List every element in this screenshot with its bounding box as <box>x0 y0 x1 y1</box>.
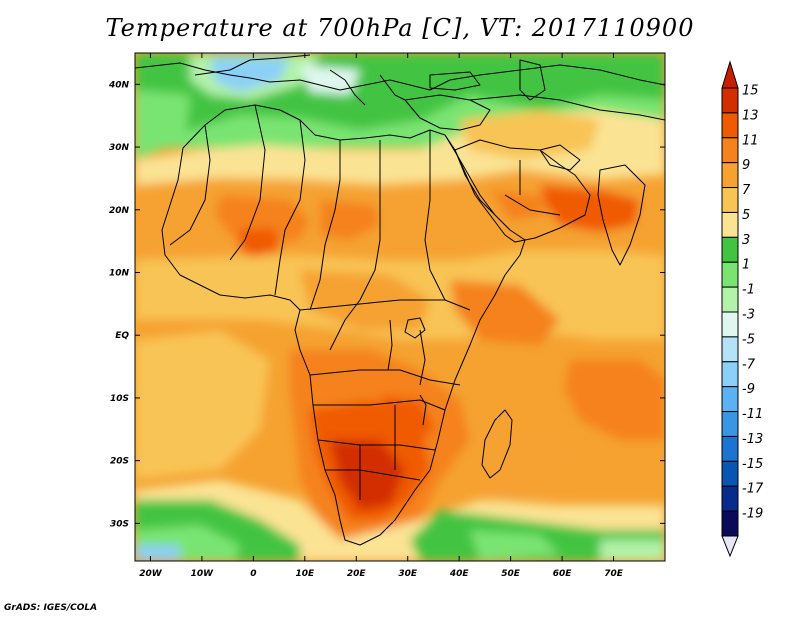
colorbar-label: -15 <box>742 457 763 472</box>
x-tick-label: 70E <box>604 569 624 579</box>
colorbar-label: 7 <box>742 183 751 198</box>
colorbar-swatch <box>721 311 739 338</box>
colorbar-label: 9 <box>742 158 750 173</box>
colorbar-swatch <box>721 485 739 512</box>
colorbar-swatch <box>721 386 739 413</box>
x-tick-label: 30E <box>398 569 418 579</box>
colorbar-swatch <box>721 361 739 388</box>
x-tick-label: 60E <box>553 569 573 579</box>
colorbar-swatch <box>721 435 739 462</box>
colorbar-swatch <box>721 411 739 437</box>
colorbar-label: -13 <box>742 432 763 447</box>
x-tick-label: 20W <box>139 569 163 579</box>
x-tick-label: 50E <box>501 569 521 579</box>
colorbar-bottom-triangle <box>721 535 739 558</box>
colorbar-label: 1 <box>742 258 750 273</box>
colorbar-swatch <box>721 112 739 139</box>
y-tick-label: 20N <box>109 206 130 216</box>
colorbar-label: 11 <box>742 133 759 148</box>
x-tick-label: 0 <box>250 569 256 579</box>
colorbar-swatch <box>721 187 739 213</box>
colorbar-swatch <box>721 87 739 114</box>
temperature-field <box>135 53 665 561</box>
colorbar-label: 3 <box>742 233 750 248</box>
colorbar-label: -5 <box>742 332 755 347</box>
colorbar-top-triangle <box>721 60 739 89</box>
colorbar-label: 13 <box>742 108 759 123</box>
plot-frame <box>134 52 666 562</box>
colorbar-label: -9 <box>742 382 755 397</box>
colorbar-label: -1 <box>742 283 755 298</box>
y-tick-label: 30S <box>110 519 129 529</box>
colorbar-swatch <box>721 510 739 537</box>
colorbar-label: 5 <box>742 208 750 223</box>
colorbar-swatch <box>721 336 739 363</box>
colorbar-label: -11 <box>742 407 763 422</box>
colorbar-swatch <box>721 137 739 164</box>
colorbar-swatch <box>721 162 739 189</box>
y-tick-label: 30N <box>109 143 130 153</box>
y-tick-label: EQ <box>115 331 129 341</box>
x-tick-label: 10E <box>295 569 315 579</box>
colorbar-label: -17 <box>742 482 764 497</box>
x-tick-label: 40E <box>449 569 470 579</box>
x-tick-label: 20E <box>347 569 367 579</box>
map-title: Temperature at 700hPa [C], VT: 201711090… <box>105 14 695 42</box>
x-tick-label: 10W <box>191 569 215 579</box>
credit-text: GrADS: IGES/COLA <box>4 603 98 613</box>
x-axis: 20W 10W 0 10E 20E 30E 40E 50E 60E 70E <box>139 53 624 579</box>
colorbar: 15 13 11 9 7 5 3 1 -1 -3 -5 -7 -9 -11 -13 -15 -17 -19 <box>721 60 764 558</box>
y-tick-label: 40N <box>108 80 130 90</box>
colorbar-label: -3 <box>742 308 755 323</box>
y-tick-label: 20S <box>110 457 129 467</box>
colorbar-swatch <box>721 236 739 263</box>
colorbar-label: 15 <box>742 84 759 99</box>
coastline-outlines <box>135 54 665 546</box>
colorbar-swatch <box>721 460 739 487</box>
y-tick-label: 10S <box>110 394 129 404</box>
colorbar-swatch <box>721 261 739 288</box>
colorbar-swatch <box>721 211 739 238</box>
colorbar-swatch <box>721 286 739 313</box>
y-axis: 40N 30N 20N 10N EQ 10S 20S 30S <box>108 80 665 529</box>
y-tick-label: 10N <box>109 269 130 279</box>
colorbar-label: -7 <box>742 357 756 372</box>
colorbar-label: -19 <box>742 507 763 522</box>
